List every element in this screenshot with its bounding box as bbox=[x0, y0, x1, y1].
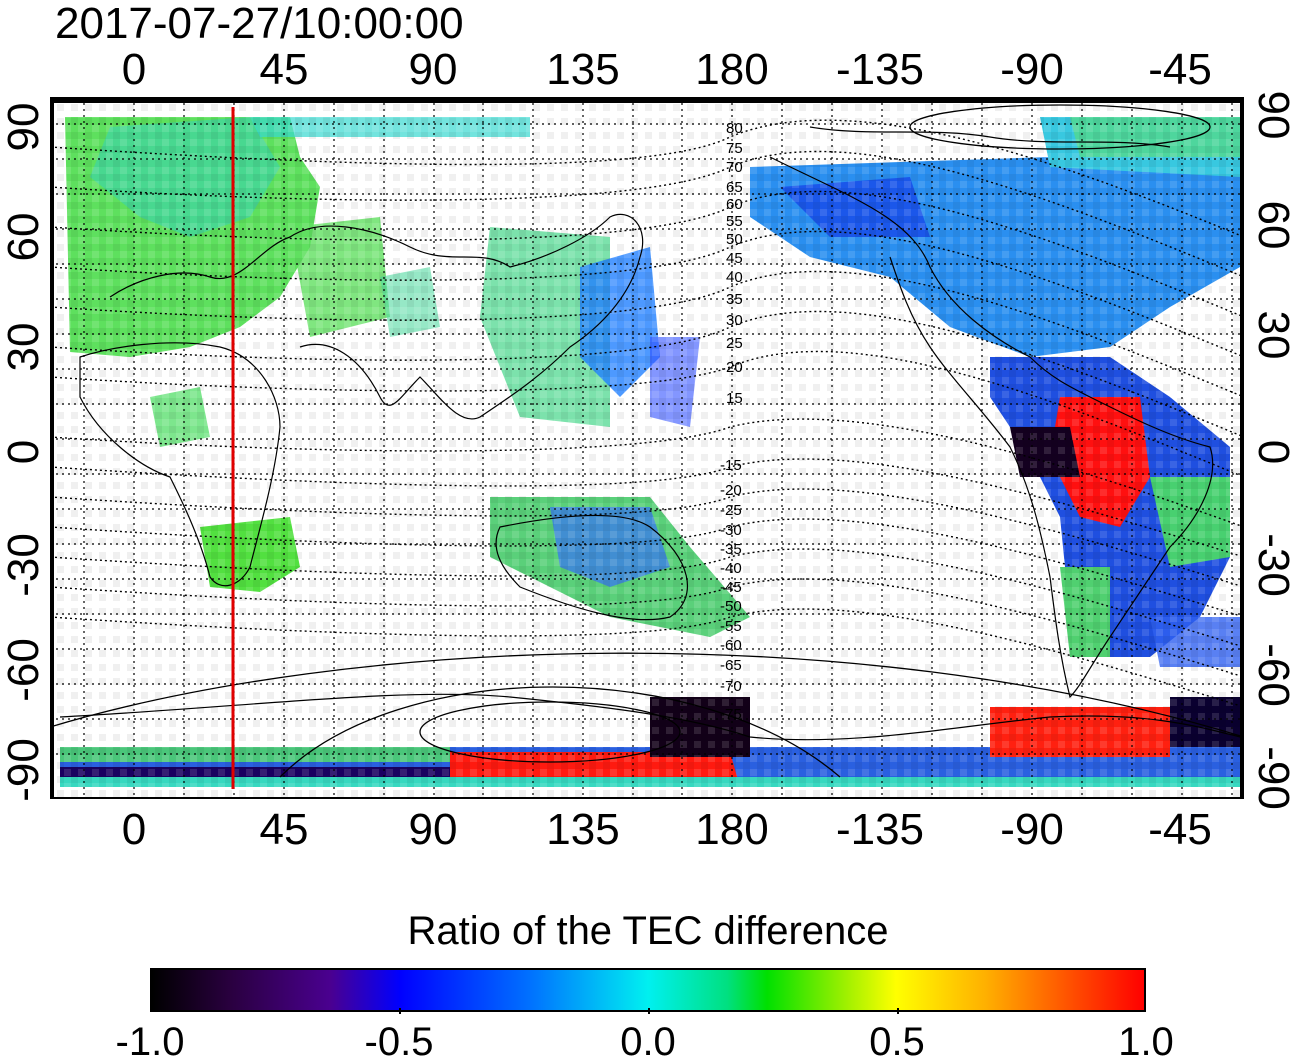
contour-label: 80 bbox=[726, 120, 743, 137]
colorbar-label: -0.5 bbox=[365, 1020, 434, 1064]
left-tick: 30 bbox=[2, 323, 46, 372]
right-tick: 60 bbox=[1251, 201, 1295, 250]
right-tick: 30 bbox=[1251, 311, 1295, 360]
contour-label: -75 bbox=[720, 706, 742, 723]
colorbar-tick-mark bbox=[399, 1008, 401, 1014]
contour-label: 45 bbox=[726, 250, 743, 267]
colorbar-tick-mark bbox=[897, 1008, 899, 1014]
contour-label: -55 bbox=[720, 618, 742, 635]
contour-label: 50 bbox=[726, 231, 743, 248]
top-tick: 0 bbox=[122, 48, 146, 92]
left-tick: 60 bbox=[2, 213, 46, 262]
contour-label: 65 bbox=[726, 179, 743, 196]
top-tick: -135 bbox=[836, 48, 924, 92]
left-tick: -30 bbox=[2, 533, 46, 597]
colorbar-label: -1.0 bbox=[116, 1020, 185, 1064]
contour-label: -65 bbox=[720, 657, 742, 674]
top-tick: -90 bbox=[1000, 48, 1064, 92]
top-tick: 45 bbox=[260, 48, 309, 92]
top-tick: -45 bbox=[1148, 48, 1212, 92]
frame-right-bar bbox=[1240, 97, 1244, 799]
tec-data-layer bbox=[50, 97, 1244, 799]
contour-label: -60 bbox=[720, 637, 742, 654]
bottom-tick: -135 bbox=[836, 808, 924, 852]
contour-label: 40 bbox=[726, 269, 743, 286]
bottom-tick: 45 bbox=[260, 808, 309, 852]
contour-label: -40 bbox=[720, 560, 742, 577]
colorbar-label: 0.0 bbox=[620, 1020, 676, 1064]
contour-label: 20 bbox=[726, 359, 743, 376]
map-title: 2017-07-27/10:00:00 bbox=[55, 0, 464, 48]
left-tick: 90 bbox=[2, 103, 46, 152]
left-tick: -90 bbox=[2, 738, 46, 802]
contour-label: -20 bbox=[720, 482, 742, 499]
colorbar-label: 0.5 bbox=[869, 1020, 925, 1064]
contour-label: -35 bbox=[720, 541, 742, 558]
bottom-tick: 90 bbox=[409, 808, 458, 852]
right-tick: -60 bbox=[1251, 643, 1295, 707]
contour-label: 15 bbox=[726, 390, 743, 407]
contour-label: -70 bbox=[720, 678, 742, 695]
contour-label: 25 bbox=[726, 335, 743, 352]
frame-left-bar bbox=[50, 97, 54, 799]
tec-ratio-map: 80 75 70 65 60 55 50 45 40 35 30 25 20 1… bbox=[50, 97, 1244, 799]
bottom-tick: 135 bbox=[546, 808, 619, 852]
contour-label: 55 bbox=[726, 213, 743, 230]
bottom-tick: 180 bbox=[695, 808, 768, 852]
top-tick: 90 bbox=[409, 48, 458, 92]
colorbar bbox=[150, 968, 1146, 1012]
contour-label: -50 bbox=[720, 598, 742, 615]
frame-top-bar bbox=[50, 97, 1244, 103]
top-tick: 135 bbox=[546, 48, 619, 92]
contour-label: 75 bbox=[726, 140, 743, 157]
right-tick: 0 bbox=[1251, 440, 1295, 464]
left-tick: 0 bbox=[2, 440, 46, 464]
colorbar-tick-mark bbox=[648, 1008, 650, 1014]
top-tick: 180 bbox=[695, 48, 768, 92]
colorbar-title: Ratio of the TEC difference bbox=[0, 908, 1296, 954]
contour-label: -30 bbox=[720, 522, 742, 539]
bottom-tick: 0 bbox=[122, 808, 146, 852]
right-tick: -30 bbox=[1251, 533, 1295, 597]
bottom-tick: -90 bbox=[1000, 808, 1064, 852]
right-tick: 90 bbox=[1251, 91, 1295, 140]
left-tick: -60 bbox=[2, 638, 46, 702]
contour-label: 35 bbox=[726, 291, 743, 308]
contour-label: -45 bbox=[720, 579, 742, 596]
bottom-tick: -45 bbox=[1148, 808, 1212, 852]
contour-label: 60 bbox=[726, 196, 743, 213]
contour-label: 70 bbox=[726, 159, 743, 176]
contour-label: 30 bbox=[726, 312, 743, 329]
colorbar-label: 1.0 bbox=[1118, 1020, 1174, 1064]
contour-label: -15 bbox=[720, 457, 742, 474]
right-tick: -90 bbox=[1251, 746, 1295, 810]
contour-label: -25 bbox=[720, 502, 742, 519]
